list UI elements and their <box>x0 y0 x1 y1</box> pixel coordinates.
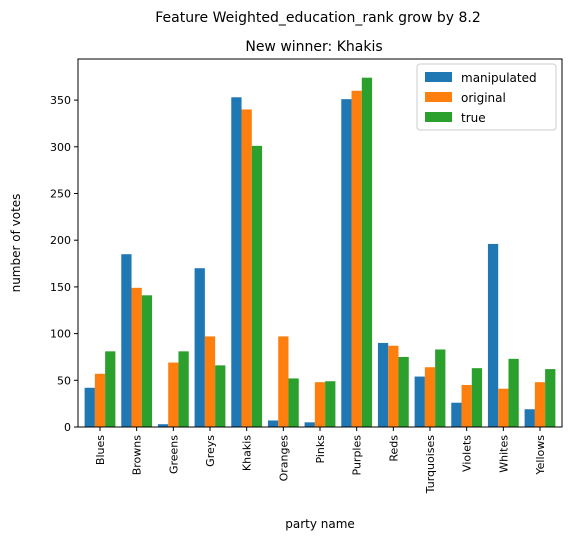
bar-original-turquoises <box>424 367 436 427</box>
plot-frame <box>77 58 563 428</box>
bar-manipulated-greens <box>157 424 169 427</box>
bar-original-violets <box>461 384 472 427</box>
bar-true-purples <box>361 77 373 428</box>
y-tick-label: 200 <box>50 234 71 247</box>
y-tick-label: 250 <box>50 187 71 200</box>
legend-label-original: original <box>461 91 506 105</box>
x-tick-label: Reds <box>387 435 400 462</box>
y-tick-label: 50 <box>57 374 71 387</box>
bar-manipulated-oranges <box>267 420 279 427</box>
x-tick-label: Whites <box>497 435 510 473</box>
legend-swatch-original <box>425 92 452 102</box>
bar-true-greys <box>215 365 226 427</box>
bar-true-khakis <box>251 145 263 428</box>
bar-manipulated-turquoises <box>414 376 425 427</box>
y-axis: 0 50 100 150 200 250 300 350 <box>50 94 78 434</box>
bar-manipulated-purples <box>341 99 352 427</box>
bar-original-khakis <box>241 109 252 427</box>
bar-original-purples <box>351 90 362 427</box>
bar-manipulated-khakis <box>231 97 242 427</box>
chart-title: New winner: Khakis <box>245 39 382 55</box>
bar-manipulated-reds <box>377 342 389 427</box>
legend-label-manipulated: manipulated <box>461 71 537 85</box>
legend-swatch-true <box>425 112 452 122</box>
x-tick-label: Blues <box>94 435 107 465</box>
bar-original-reds <box>388 345 399 427</box>
y-tick-label: 100 <box>50 328 71 341</box>
x-tick-label: Violets <box>461 435 474 472</box>
bar-true-whites <box>508 358 519 427</box>
bar-true-violets <box>471 368 483 427</box>
x-tick-label: Yellows <box>534 435 547 476</box>
x-tick-label: Oranges <box>277 435 290 482</box>
y-axis-label: number of votes <box>9 194 23 293</box>
bar-true-pinks <box>325 381 336 427</box>
bar-true-browns <box>141 295 153 427</box>
bar-manipulated-violets <box>451 402 462 427</box>
bar-true-yellows <box>545 369 556 427</box>
y-tick-label: 300 <box>50 141 71 154</box>
bar-manipulated-yellows <box>524 409 535 427</box>
bar-original-pinks <box>314 382 326 427</box>
bar-true-reds <box>398 356 409 427</box>
legend-swatch-manipulated <box>425 72 452 82</box>
legend-label-true: true <box>461 111 486 125</box>
bar-original-oranges <box>278 336 289 427</box>
bars-layer <box>84 77 556 428</box>
bar-manipulated-whites <box>487 243 499 427</box>
x-tick-label: Greys <box>204 435 217 467</box>
x-axis: Blues Browns Greens Greys Khakis Oranges Pinks… <box>94 427 547 494</box>
bar-manipulated-browns <box>121 254 132 427</box>
bar-true-greens <box>178 351 189 427</box>
bar-manipulated-pinks <box>304 422 315 427</box>
x-tick-label: Pinks <box>314 435 327 464</box>
bar-manipulated-blues <box>84 387 95 427</box>
chart-suptitle: Feature Weighted_education_rank grow by … <box>155 10 481 26</box>
x-tick-label: Khakis <box>241 435 254 471</box>
y-tick-label: 350 <box>50 94 71 107</box>
bar-original-blues <box>94 373 106 427</box>
bar-original-browns <box>131 287 142 427</box>
y-tick-label: 150 <box>50 281 71 294</box>
bar-original-whites <box>498 388 509 427</box>
bar-manipulated-greys <box>194 268 205 427</box>
x-tick-label: Greens <box>167 435 180 474</box>
bar-original-greens <box>168 362 179 427</box>
x-tick-label: Purples <box>351 435 364 476</box>
legend: manipulated original true <box>416 63 557 131</box>
bar-original-greys <box>204 336 216 427</box>
x-tick-label: Browns <box>131 435 144 476</box>
x-axis-label: party name <box>285 517 355 531</box>
bar-original-yellows <box>534 382 546 427</box>
x-tick-label: Turquoises <box>424 435 437 495</box>
bar-true-oranges <box>288 378 299 427</box>
y-tick-label: 0 <box>64 421 71 434</box>
bar-true-turquoises <box>435 349 446 427</box>
bar-true-blues <box>105 351 116 427</box>
